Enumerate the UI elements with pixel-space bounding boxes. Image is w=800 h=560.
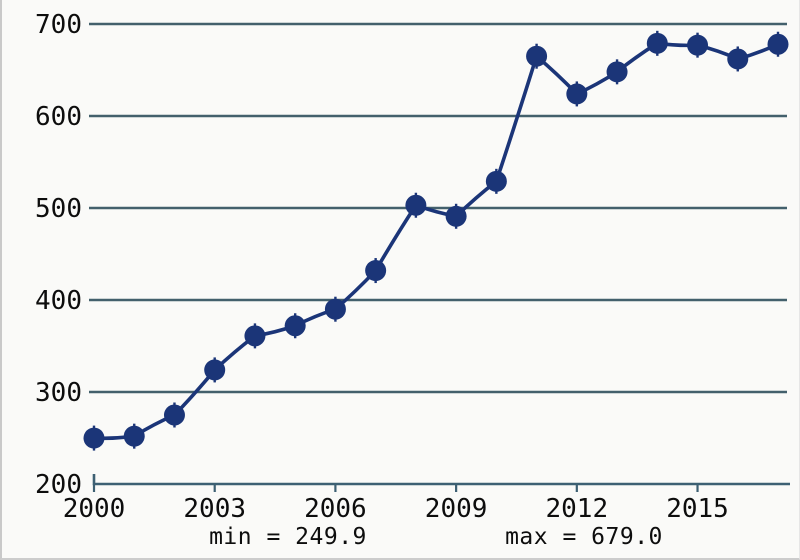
data-point [405,194,427,216]
y-tick-label: 700 [35,10,82,40]
data-point [123,425,145,447]
min-annotation: min = 249.9 [209,524,367,550]
data-point [646,32,668,54]
data-point [767,33,789,55]
x-tick-label: 2012 [546,494,609,524]
x-tick-label: 2009 [425,494,488,524]
data-point [365,260,387,282]
y-tick-label: 300 [35,378,82,408]
data-point [204,359,226,381]
data-point [163,404,185,426]
data-point [566,83,588,105]
x-tick-label: 2000 [63,494,126,524]
data-point [324,298,346,320]
data-line [92,41,780,441]
data-point [687,34,709,56]
y-tick-label: 600 [35,102,82,132]
data-point [526,45,548,67]
data-point [727,48,749,70]
data-point [284,315,306,337]
data-point [485,170,507,192]
x-tick-label: 2006 [304,494,367,524]
data-point [445,205,467,227]
data-point [83,427,105,449]
data-point [244,325,266,347]
x-axis [92,474,790,486]
data-point [606,61,628,83]
y-tick-label: 200 [35,470,82,500]
y-tick-label: 500 [35,194,82,224]
y-tick-label: 400 [35,286,82,316]
x-tick-label: 2003 [183,494,246,524]
x-tick-label: 2015 [666,494,729,524]
max-annotation: max = 679.0 [505,524,663,550]
